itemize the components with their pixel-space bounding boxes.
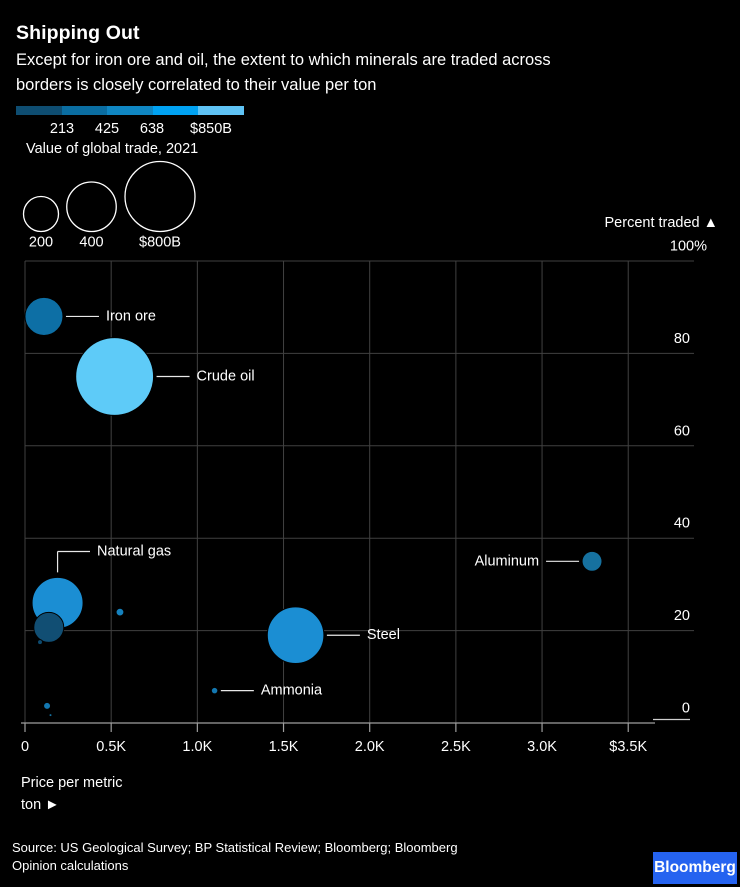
x-axis-tick-label: 1.0K [182,739,212,755]
x-axis-tick-label: 3.0K [527,739,557,755]
y-axis-title: Percent traded ▲ [604,215,719,231]
x-axis-tick-label: 0 [21,739,29,755]
bubble-label-steel: Steel [367,627,400,643]
bubble-label-ammonia: Ammonia [261,683,323,699]
y-axis-tick-label: 20 [674,608,690,624]
bubble-unlabeled [115,607,125,617]
color-scale-segment [152,106,199,115]
x-axis-tick-label: 2.0K [355,739,385,755]
bubble-steel [266,606,325,665]
bubble-crude-oil [75,337,155,416]
bubble-unlabeled [37,639,43,646]
size-legend-circle [22,195,60,233]
color-scale-tick-label: 213 [49,121,75,137]
bubble-label-crude-oil: Crude oil [197,369,255,385]
bubble-unlabeled [43,701,52,710]
y-axis-tick-label: 0 [682,701,690,717]
bubble-aluminum [581,550,603,572]
bubble-iron-ore [24,296,64,336]
bubble-unlabeled [33,611,65,643]
color-scale-legend [16,106,244,115]
size-legend-circle [66,181,117,233]
color-scale-tick-label: 638 [139,121,165,137]
size-legend-label: $800B [139,235,181,251]
color-scale-tick-label: $850B [190,121,232,137]
color-scale-segment [107,106,153,115]
x-axis-title: Price per metric ton ► [21,775,123,813]
bubble-label-natural-gas: Natural gas [97,544,171,560]
color-scale-segment [198,106,244,115]
color-scale-caption: Value of global trade, 2021 [26,141,199,157]
y-axis-tick-label: 40 [674,516,690,532]
size-legend-label: 200 [29,235,53,251]
size-legend-label: 400 [79,235,103,251]
x-axis-tick-label: 2.5K [441,739,471,755]
bubble-label-iron-ore: Iron ore [106,308,156,324]
y-axis-tick-label: 80 [674,331,690,347]
bubble-ammonia [210,686,219,695]
size-legend-circle [124,160,196,233]
x-axis-tick-label: $3.5K [609,739,647,755]
bloomberg-logo: Bloomberg [653,852,737,884]
y-axis-tick-label: 60 [674,423,690,439]
x-axis-tick-label: 0.5K [96,739,126,755]
x-axis-tick-label: 1.5K [269,739,299,755]
color-scale-segment [16,106,62,115]
source-text: Source: US Geological Survey; BP Statist… [12,840,458,873]
chart-subtitle: Except for iron ore and oil, the extent … [16,51,551,94]
bubble-unlabeled [48,713,53,718]
color-scale-segment [61,106,108,115]
source-note: Source: US Geological Survey; BP Statist… [12,822,458,887]
bubble-label-aluminum: Aluminum [475,553,539,569]
page-title: Shipping Out [16,22,140,44]
color-scale-tick-label: 425 [94,121,120,137]
y-axis-tick-label: 100% [670,239,707,255]
